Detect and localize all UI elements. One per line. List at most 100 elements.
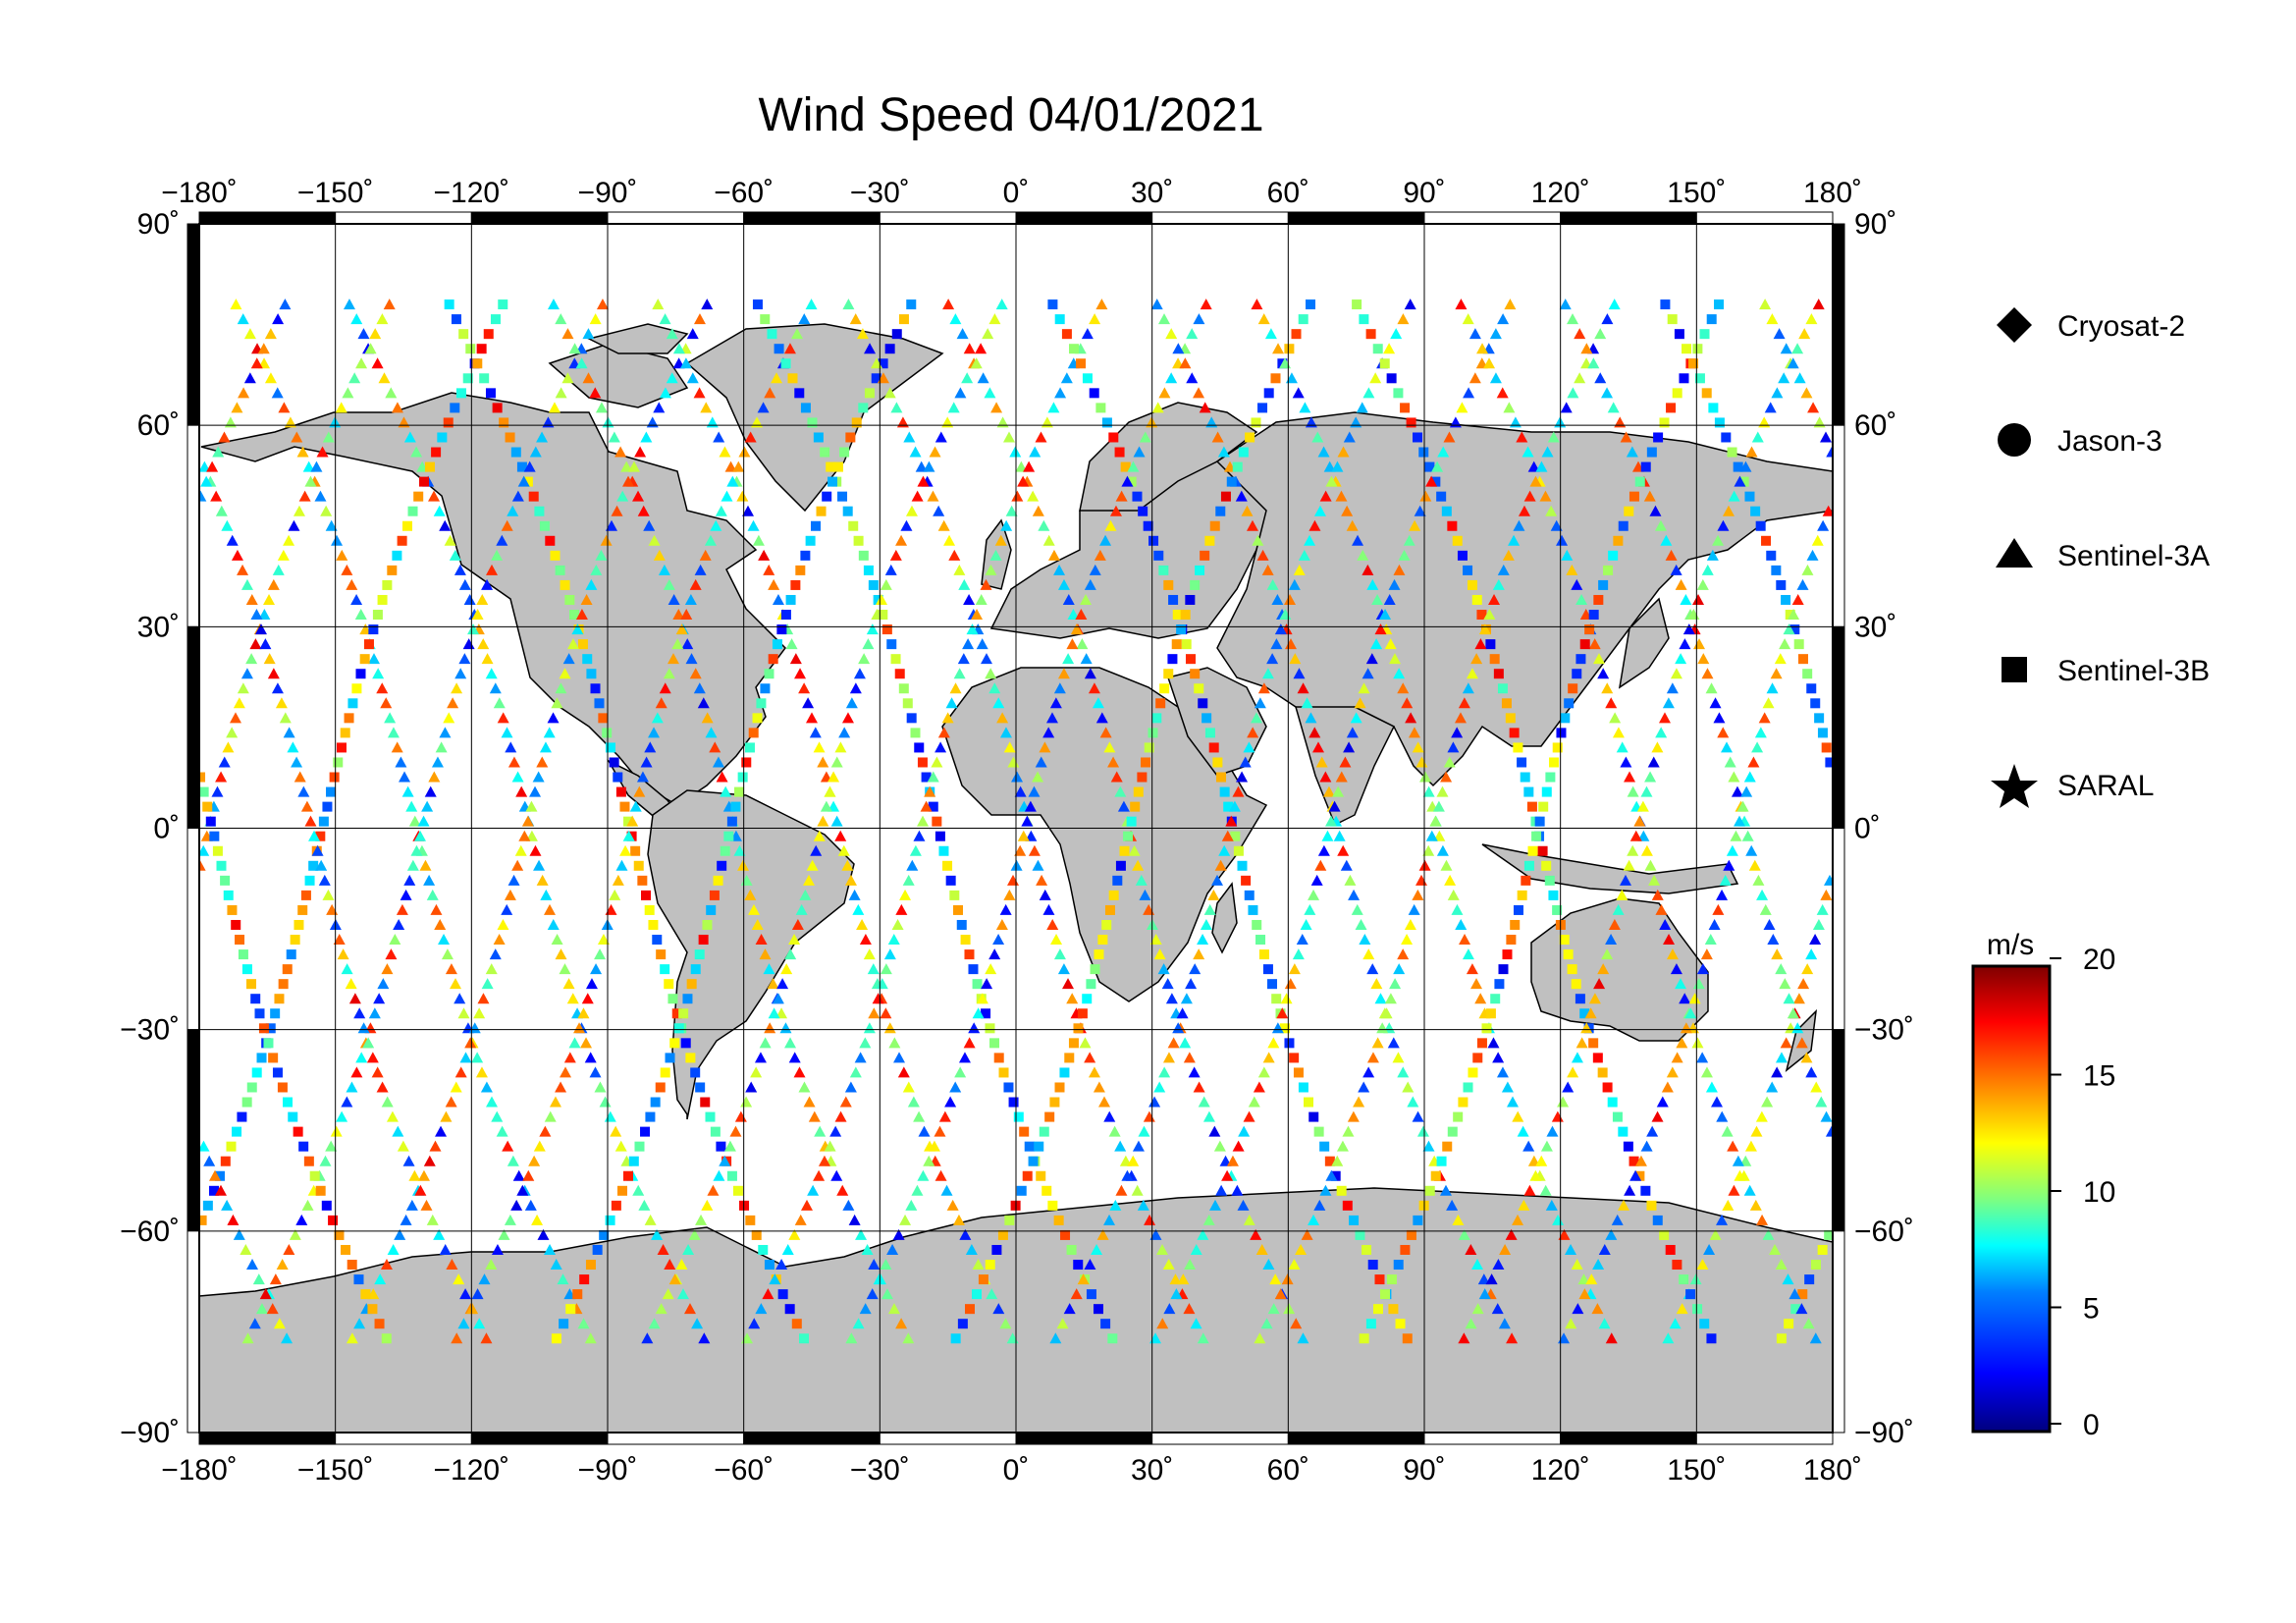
track-point [348, 372, 361, 384]
track-point [1093, 1304, 1103, 1315]
track-point [1149, 1228, 1162, 1240]
track-point [1024, 1141, 1035, 1152]
track-point [884, 564, 897, 575]
track-point [289, 1228, 301, 1240]
track-point [1042, 903, 1055, 915]
track-point [1497, 564, 1510, 575]
track-point [644, 741, 657, 753]
track-point [1594, 328, 1607, 340]
track-point [445, 963, 457, 975]
track-point [364, 343, 377, 354]
track-point [1353, 1096, 1365, 1108]
track-point [403, 431, 416, 443]
track-point [905, 1199, 918, 1211]
track-point [849, 1066, 862, 1078]
track-point [1162, 1052, 1175, 1063]
track-point [949, 682, 962, 694]
track-point [853, 668, 866, 679]
track-point [1617, 1199, 1629, 1211]
lon-tick-label-top: −60˚ [714, 177, 774, 209]
track-point [1170, 1288, 1183, 1300]
track-point [1701, 564, 1714, 575]
track-point [953, 904, 964, 915]
track-point [764, 1260, 774, 1271]
lat-tick-label-right: −90˚ [1854, 1417, 1914, 1449]
track-point [940, 1184, 953, 1196]
track-point [1516, 431, 1528, 443]
track-point [824, 1140, 836, 1152]
track-point [1624, 771, 1636, 783]
track-point [814, 1125, 827, 1137]
track-point [199, 772, 206, 783]
track-point [1066, 1244, 1077, 1255]
track-point [994, 534, 1007, 546]
track-point [802, 697, 815, 709]
track-point [828, 476, 838, 487]
track-point [1651, 1110, 1664, 1122]
track-point [1401, 697, 1414, 709]
track-point [858, 550, 869, 561]
track-point [1665, 549, 1678, 561]
track-point [863, 565, 874, 575]
track-point [480, 1332, 493, 1344]
track-point [1762, 1228, 1775, 1240]
lon-tick-label-bottom: 120˚ [1531, 1454, 1590, 1487]
track-point [392, 550, 402, 561]
track-point [214, 1170, 225, 1181]
track-point [716, 771, 728, 783]
track-point [1728, 771, 1740, 783]
land-arabia [1167, 667, 1267, 777]
track-point [1716, 889, 1729, 900]
track-point [780, 358, 791, 369]
track-point [325, 1140, 338, 1152]
track-point [529, 446, 542, 458]
track-point [433, 1228, 446, 1240]
track-point [1766, 550, 1777, 561]
track-point [1390, 328, 1403, 340]
track-point [1269, 1273, 1282, 1285]
track-point [1706, 314, 1717, 325]
track-point [1212, 757, 1223, 768]
track-point [1801, 564, 1814, 575]
track-point [998, 1067, 1009, 1078]
track-point [1232, 785, 1245, 797]
track-point [1476, 1038, 1487, 1049]
track-point [771, 372, 783, 384]
track-point [1199, 402, 1211, 413]
track-point [1661, 1081, 1674, 1093]
track-point [1139, 431, 1151, 443]
track-point [401, 785, 414, 797]
track-point [632, 490, 645, 502]
track-point [278, 402, 291, 413]
track-point [1412, 741, 1424, 753]
track-point [1097, 935, 1108, 946]
track-point [368, 624, 379, 635]
track-point [1352, 534, 1364, 546]
track-point [397, 535, 407, 546]
track-point [942, 860, 953, 871]
track-point [1393, 1260, 1404, 1271]
track-point [561, 372, 574, 384]
track-point [1809, 934, 1822, 946]
frame-band-left [187, 1230, 200, 1434]
track-point [1226, 1155, 1239, 1166]
track-point [1592, 653, 1605, 665]
track-point [953, 564, 966, 575]
track-point [810, 844, 823, 856]
track-point [1369, 372, 1382, 384]
track-point [992, 697, 1005, 709]
track-point [637, 875, 648, 886]
track-point [337, 948, 349, 960]
track-point [1291, 329, 1302, 340]
track-point [1623, 1141, 1633, 1152]
track-point [1634, 476, 1645, 487]
track-point [744, 889, 757, 900]
track-point [1805, 948, 1818, 960]
track-point [1336, 1185, 1347, 1196]
track-point [1684, 1007, 1697, 1019]
frame-band-bottom [335, 1432, 472, 1445]
track-point [645, 1111, 656, 1122]
track-point [1057, 668, 1070, 679]
track-point [1721, 1125, 1734, 1137]
track-point [1598, 579, 1609, 590]
